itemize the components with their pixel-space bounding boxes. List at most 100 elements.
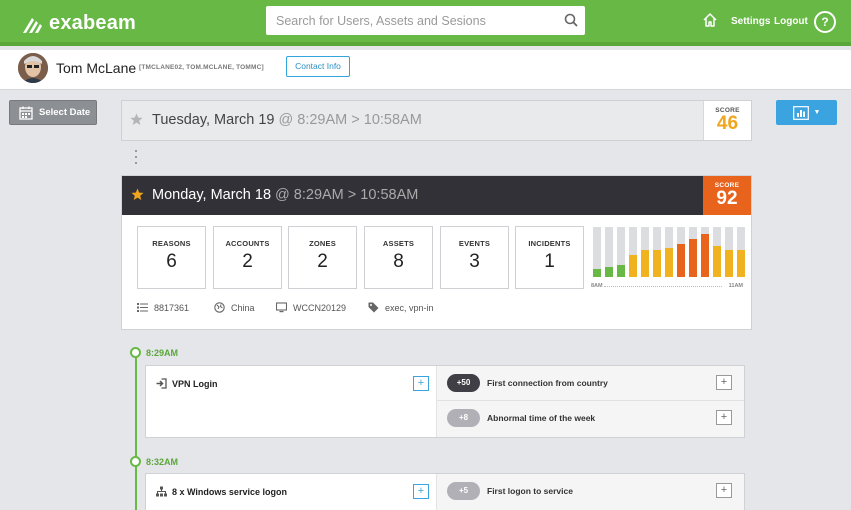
activity-bar-fill <box>629 255 637 277</box>
reason-score: +8 <box>447 409 480 427</box>
session-time-range: @ 8:29AM > 10:58AM <box>271 187 419 203</box>
session-date: Tuesday, March 19 @ 8:29AM > 10:58AM <box>152 112 422 128</box>
activity-bar-fill <box>737 250 745 277</box>
timeline-node <box>130 456 141 467</box>
reason-text: First logon to service <box>487 486 573 496</box>
host-name: WCCN20129 <box>293 302 347 313</box>
stat-label: EVENTS <box>458 239 491 248</box>
user-photo-icon <box>18 53 48 83</box>
home-icon[interactable] <box>702 12 718 28</box>
stat-value: 2 <box>242 251 253 272</box>
contact-info-button[interactable]: Contact Info <box>286 56 350 77</box>
avatar <box>18 53 48 83</box>
session-score: SCORE 46 <box>703 101 751 140</box>
activity-bar-fill <box>617 265 625 277</box>
exabeam-logo-icon <box>23 17 42 33</box>
activity-bar <box>713 227 721 277</box>
event-title: 8 x Windows service logon <box>156 486 287 497</box>
expand-reason-button[interactable]: + <box>716 410 732 425</box>
meta-tags: exec, vpn-in <box>368 302 434 313</box>
activity-bar <box>605 227 613 277</box>
activity-bar-fill <box>713 246 721 277</box>
user-name: Tom McLane <box>56 60 137 76</box>
axis-end-label: 11AM <box>728 283 743 289</box>
stat-label: INCIDENTS <box>528 239 571 248</box>
stat-events[interactable]: EVENTS 3 <box>440 226 509 289</box>
reason-row: +5 First logon to service + <box>437 474 744 508</box>
timeline-node <box>130 347 141 358</box>
activity-bar-fill <box>665 248 673 277</box>
session-header[interactable]: Monday, March 18 @ 8:29AM > 10:58AM SCOR… <box>122 176 751 215</box>
stat-accounts[interactable]: ACCOUNTS 2 <box>213 226 282 289</box>
monitor-icon <box>276 302 287 313</box>
activity-bar <box>737 227 745 277</box>
location: China <box>231 302 255 313</box>
activity-bar <box>629 227 637 277</box>
logout-link[interactable]: Logout <box>774 16 808 27</box>
calendar-icon <box>19 106 33 120</box>
meta-host: WCCN20129 <box>276 302 346 313</box>
stat-assets[interactable]: ASSETS 8 <box>364 226 433 289</box>
event-card: 8 x Windows service logon + +5 First log… <box>145 473 745 510</box>
session-score: SCORE 92 <box>703 176 751 215</box>
activity-bar <box>689 227 697 277</box>
expand-reason-button[interactable]: + <box>716 483 732 498</box>
stat-label: ACCOUNTS <box>225 239 270 248</box>
logo[interactable]: exabeam <box>22 12 136 35</box>
stat-reasons[interactable]: REASONS 6 <box>137 226 206 289</box>
star-icon[interactable] <box>131 188 144 201</box>
activity-bar <box>653 227 661 277</box>
stat-zones[interactable]: ZONES 2 <box>288 226 357 289</box>
stat-label: ASSETS <box>382 239 415 248</box>
top-bar: exabeam Settings Logout ? <box>0 0 851 46</box>
stat-label: ZONES <box>309 239 336 248</box>
score-value: 46 <box>716 113 739 134</box>
event-time: 8:29AM <box>146 348 179 358</box>
star-icon[interactable] <box>130 113 143 126</box>
score-label: SCORE <box>715 107 740 114</box>
stat-value: 1 <box>544 251 555 272</box>
search-input[interactable] <box>266 6 546 35</box>
activity-bar-fill <box>653 250 661 277</box>
globe-icon <box>214 302 225 313</box>
search-icon[interactable] <box>564 13 578 27</box>
reason-row: +8 Abnormal time of the week + <box>437 400 744 434</box>
expand-event-button[interactable]: + <box>413 376 429 391</box>
activity-bar <box>725 227 733 277</box>
select-date-label: Select Date <box>39 107 91 118</box>
help-button[interactable]: ? <box>814 11 836 33</box>
settings-link[interactable]: Settings <box>731 16 771 27</box>
activity-bar-fill <box>593 269 601 277</box>
event-reasons: +5 First logon to service + <box>437 474 744 510</box>
reason-text: First connection from country <box>487 378 608 388</box>
session-id: 8817361 <box>154 302 190 313</box>
score-label: SCORE <box>714 182 740 189</box>
list-icon <box>137 303 148 312</box>
stat-label: REASONS <box>152 239 191 248</box>
timeline-line <box>135 352 137 510</box>
search-bar <box>266 6 585 35</box>
activity-bar <box>593 227 601 277</box>
expand-event-button[interactable]: + <box>413 484 429 499</box>
event-summary: 8 x Windows service logon + <box>146 474 437 510</box>
reason-score: +5 <box>447 482 480 500</box>
bar-chart-icon <box>792 105 809 120</box>
activity-bar <box>665 227 673 277</box>
session-row[interactable]: Tuesday, March 19 @ 8:29AM > 10:58AM SCO… <box>121 100 752 141</box>
sign-in-icon <box>156 378 167 389</box>
sitemap-icon <box>156 486 167 497</box>
chart-view-dropdown[interactable]: ▼ <box>776 100 837 125</box>
tags: exec, vpn-in <box>385 302 434 313</box>
activity-bar <box>701 227 709 277</box>
reason-score: +50 <box>447 374 480 392</box>
activity-bar-fill <box>701 234 709 277</box>
activity-bar-fill <box>689 239 697 277</box>
activity-bar-fill <box>605 267 613 277</box>
score-value: 92 <box>716 188 738 209</box>
select-date-button[interactable]: Select Date <box>9 100 97 125</box>
stat-incidents[interactable]: INCIDENTS 1 <box>515 226 584 289</box>
activity-bar-chart: 8AM 11AM <box>590 226 745 291</box>
activity-bar-fill <box>677 244 685 277</box>
activity-bar <box>677 227 685 277</box>
expand-reason-button[interactable]: + <box>716 375 732 390</box>
